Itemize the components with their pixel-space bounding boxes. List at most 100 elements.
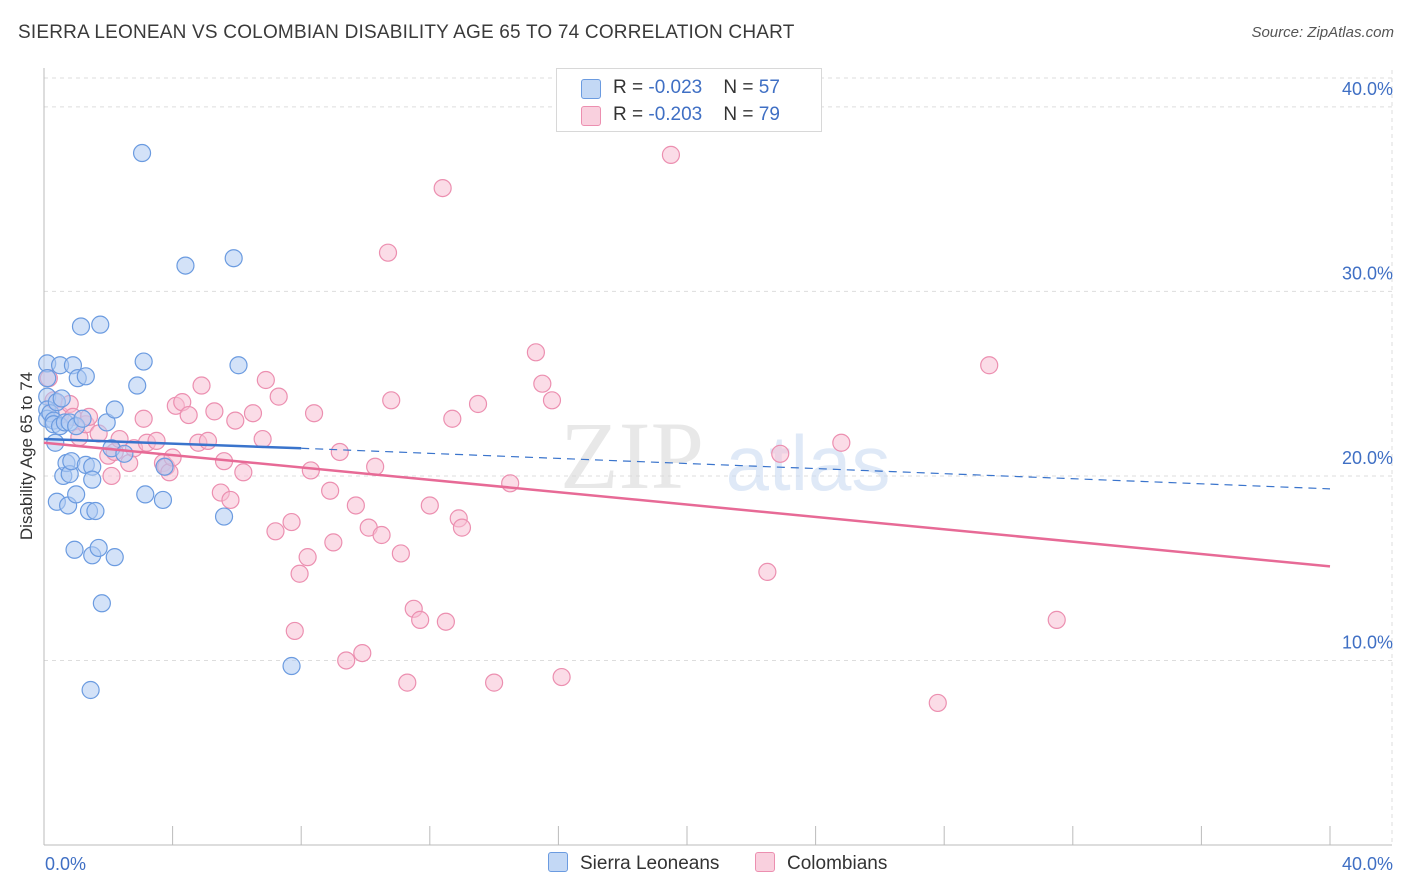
- colombian-point: [198, 431, 218, 450]
- y-tick-label: 40.0%: [1342, 79, 1393, 99]
- colombian-point: [372, 525, 391, 545]
- colombian-point: [134, 409, 153, 428]
- colombian-point: [179, 405, 198, 425]
- colombian-point: [552, 667, 571, 687]
- colombian-point: [468, 394, 488, 414]
- colombian-point: [398, 673, 417, 692]
- chart-title: SIERRA LEONEAN VS COLOMBIAN DISABILITY A…: [18, 22, 795, 43]
- colombian-point: [234, 463, 253, 482]
- sierra-leonean-trend-line: [43, 437, 302, 450]
- colombian-point: [420, 496, 439, 515]
- sierra-leonean-point: [76, 367, 95, 386]
- legend-row-colombians: R = -0.203 N = 79: [557, 102, 821, 128]
- legend-r-label: R =: [613, 77, 649, 98]
- sierra-leonean-point: [89, 538, 108, 558]
- colombian-point: [411, 610, 430, 629]
- colombian-point: [205, 402, 224, 421]
- colombian-trend-line: [43, 441, 1331, 568]
- y-tick-label: 30.0%: [1342, 263, 1393, 283]
- colombian-point: [832, 433, 851, 452]
- sierra-leonean-point: [52, 389, 71, 408]
- gridlines: [44, 70, 1393, 845]
- legend-n-label: N =: [723, 77, 759, 98]
- sierra-leonean-trend-dashed: [301, 447, 1331, 490]
- bottom-legend-label: Colombians: [787, 853, 888, 874]
- colombian-point: [256, 370, 275, 390]
- sierra-leonean-point: [38, 369, 57, 388]
- sierra-leonean-point: [105, 400, 124, 419]
- trend-lines: [43, 437, 1331, 568]
- source-label: Source: ZipAtlas.com: [1251, 24, 1394, 41]
- x-tick-label: 40.0%: [1342, 854, 1393, 874]
- legend-n-value: 79: [758, 104, 780, 125]
- bottom-legend-colombians: Colombians: [755, 852, 887, 875]
- y-tick-label: 10.0%: [1342, 632, 1393, 652]
- colombian-point: [758, 562, 777, 582]
- data-points: [38, 143, 1066, 713]
- colombian-point: [290, 564, 309, 583]
- axes: [43, 68, 1392, 846]
- colombian-point: [1047, 610, 1066, 629]
- colombian-point: [928, 693, 947, 713]
- sierra-leonean-point: [105, 548, 124, 567]
- colombian-point: [382, 391, 401, 410]
- watermark: ZIP atlas: [560, 402, 890, 509]
- legend-row-sierra-leoneans: R = -0.023 N = 57: [557, 75, 821, 101]
- legend-n-label: N =: [723, 104, 759, 125]
- sierra-leonean-point: [115, 444, 134, 463]
- sierra-leonean-point: [71, 317, 91, 336]
- sierra-leonean-point: [97, 413, 116, 432]
- colombian-point: [321, 481, 340, 500]
- y-axis-title: Disability Age 65 to 74: [17, 371, 36, 541]
- sierra-leonean-point: [91, 315, 110, 334]
- sierra-leonean-point: [86, 501, 105, 521]
- colombian-point: [301, 461, 320, 480]
- colombian-point: [533, 374, 552, 393]
- legend-n-value: 57: [758, 77, 780, 98]
- colombian-point: [436, 612, 455, 631]
- colombian-point: [330, 442, 349, 462]
- legend-swatch-blue: [581, 79, 601, 99]
- colombian-point: [269, 387, 288, 406]
- correlation-legend: R = -0.023 N = 57 R = -0.203 N = 79: [556, 68, 822, 132]
- colombian-point: [337, 651, 356, 670]
- colombian-point: [485, 673, 504, 692]
- bottom-legend-sierra-leoneans: Sierra Leoneans: [548, 852, 719, 875]
- sierra-leonean-point: [282, 656, 301, 676]
- sierra-leonean-point: [134, 352, 153, 371]
- sierra-leonean-point: [73, 409, 92, 428]
- colombian-point: [324, 533, 343, 552]
- colombian-point: [391, 544, 410, 563]
- colombian-point: [433, 178, 452, 198]
- legend-r-value: -0.023: [648, 77, 703, 98]
- colombian-point: [443, 409, 462, 428]
- sierra-leonean-point: [67, 485, 86, 504]
- colombian-point: [266, 522, 285, 541]
- colombian-point: [526, 343, 545, 362]
- colombian-point: [282, 512, 301, 532]
- sierra-leonean-point: [65, 540, 84, 559]
- legend-r-value: -0.203: [648, 104, 703, 125]
- sierra-leonean-point: [128, 376, 147, 395]
- colombian-point: [221, 490, 240, 510]
- sierra-leonean-point: [155, 457, 174, 476]
- colombian-point: [304, 404, 324, 423]
- sierra-leonean-point: [92, 594, 111, 613]
- colombian-point: [661, 145, 681, 164]
- colombian-point: [253, 429, 272, 449]
- colombian-point: [980, 356, 999, 375]
- colombian-point: [366, 457, 385, 476]
- bottom-legend-swatch-pink: [755, 852, 775, 872]
- colombian-point: [353, 643, 372, 663]
- colombian-point: [226, 411, 245, 430]
- colombian-point: [378, 243, 398, 262]
- x-tick-label: 0.0%: [45, 854, 86, 874]
- colombian-point: [147, 431, 166, 450]
- colombian-point: [102, 466, 121, 486]
- colombian-point: [298, 548, 317, 567]
- sierra-leonean-point: [229, 356, 248, 375]
- watermark-atlas: atlas: [726, 419, 891, 507]
- watermark-zip: ZIP: [560, 402, 704, 509]
- sierra-leonean-point: [176, 256, 195, 275]
- sierra-leonean-point: [132, 143, 152, 163]
